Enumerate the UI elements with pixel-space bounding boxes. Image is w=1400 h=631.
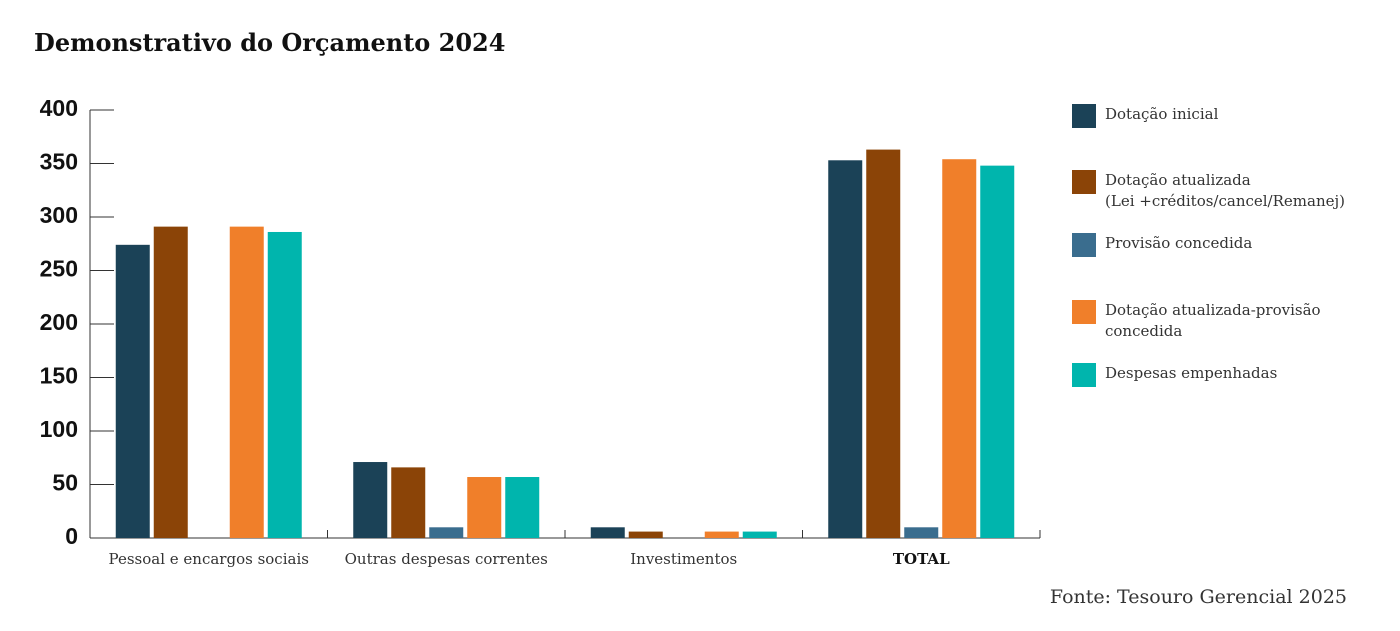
bar <box>391 467 426 538</box>
y-tick-label: 250 <box>40 256 78 282</box>
y-tick-label: 300 <box>40 202 78 228</box>
x-tick-label: Investimentos <box>630 550 737 568</box>
y-tick-label: 50 <box>52 470 78 496</box>
bar <box>980 165 1015 538</box>
bar <box>942 159 977 538</box>
bar <box>153 226 188 538</box>
bar <box>267 231 302 539</box>
bar <box>828 160 863 539</box>
legend-label: Dotação inicial <box>1105 105 1219 123</box>
y-tick-label: 0 <box>65 523 78 549</box>
x-tick-label: Pessoal e encargos sociais <box>109 550 309 568</box>
bar <box>115 244 150 538</box>
legend-label: Dotação atualizada (Lei +créditos/cancel… <box>1105 171 1345 210</box>
legend-swatch <box>1072 233 1096 257</box>
legend-swatch <box>1072 170 1096 194</box>
y-tick-label: 100 <box>40 416 78 442</box>
legend-swatch <box>1072 300 1096 324</box>
legend-item: Dotação inicial <box>1072 104 1218 128</box>
source: Fonte: Tesouro Gerencial 2025 <box>1050 586 1347 608</box>
bar <box>505 477 540 538</box>
legend-swatch <box>1072 104 1096 128</box>
chart-title: Demonstrativo do Orçamento 2024 <box>34 28 505 57</box>
legend-item: Despesas empenhadas <box>1072 363 1277 387</box>
bar <box>704 531 739 538</box>
bar <box>429 527 464 538</box>
bar <box>866 149 901 538</box>
bar <box>628 531 663 538</box>
bar <box>590 527 625 538</box>
legend-label: Provisão concedida <box>1105 234 1253 252</box>
y-tick-label: 400 <box>40 95 78 121</box>
legend-label: Despesas empenhadas <box>1105 364 1278 382</box>
legend-item: Provisão concedida <box>1072 233 1252 257</box>
x-tick-label: Outras despesas correntes <box>345 550 548 568</box>
bar <box>467 477 502 538</box>
x-tick-label: TOTAL <box>893 550 950 568</box>
bar <box>229 226 264 538</box>
legend-swatch <box>1072 363 1096 387</box>
bar <box>353 462 388 538</box>
legend-item: Dotação atualizada (Lei +créditos/cancel… <box>1072 170 1345 212</box>
y-tick-label: 150 <box>40 363 78 389</box>
bar <box>742 531 777 538</box>
bar <box>904 527 939 538</box>
y-tick-label: 200 <box>40 309 78 335</box>
legend-item: Dotação atualizada-provisão concedida <box>1072 300 1321 342</box>
legend-label: Dotação atualizada-provisão concedida <box>1105 301 1321 340</box>
y-tick-label: 350 <box>40 149 78 175</box>
